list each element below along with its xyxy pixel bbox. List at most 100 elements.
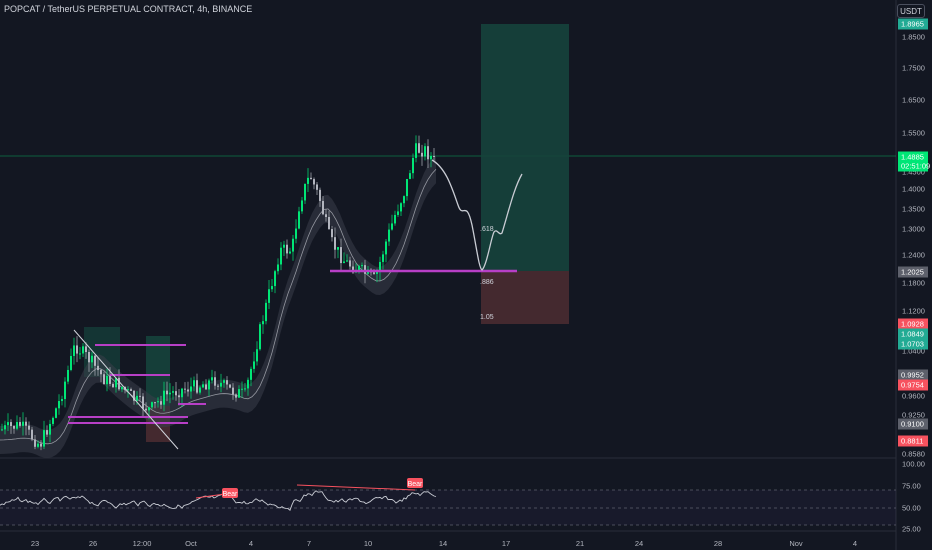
rsi-band-fill	[0, 490, 896, 525]
time-tick: 17	[501, 539, 511, 548]
ma-band-fill	[0, 155, 436, 458]
candle-body	[169, 392, 171, 395]
candle-body	[172, 391, 174, 393]
earlier-profit-zone-2	[146, 336, 170, 406]
candle-body	[325, 214, 327, 218]
time-tick: 28	[713, 539, 723, 548]
candle-body	[181, 388, 183, 398]
candle-body	[79, 353, 81, 355]
candle-body	[412, 157, 414, 174]
price-badge: 0.9100	[898, 418, 928, 430]
candle-body	[388, 229, 390, 242]
rsi-tick: 50.00	[902, 503, 921, 513]
price-badge: 0.9952	[898, 369, 928, 381]
candle-body	[349, 260, 351, 267]
candle-body	[136, 395, 138, 401]
price-tick: 1.5500	[902, 128, 925, 138]
candle-body	[184, 388, 186, 390]
support-levels	[68, 269, 517, 424]
price-tick: 1.8500	[902, 32, 925, 42]
candle-body	[379, 261, 381, 272]
candle-body	[91, 355, 93, 363]
candle-body	[94, 355, 96, 366]
price-tick: 1.1800	[902, 278, 925, 288]
candle-body	[424, 146, 426, 157]
candle-body	[298, 211, 300, 229]
price-tick: 1.0400	[902, 346, 925, 356]
candle-body	[277, 264, 279, 272]
candle-body	[289, 251, 291, 254]
candle-body	[133, 390, 135, 401]
candle-body	[430, 155, 432, 160]
price-tick: 1.2400	[902, 250, 925, 260]
candle-body	[121, 386, 123, 390]
candle-body	[331, 229, 333, 238]
candle-body	[220, 382, 222, 387]
candle-body	[241, 388, 243, 390]
time-tick: 7	[306, 539, 312, 548]
currency-selector[interactable]: USDT	[897, 4, 925, 18]
candle-body	[304, 183, 306, 201]
candle-body	[196, 380, 198, 393]
time-tick: 12:00	[132, 539, 152, 548]
candle-body	[118, 377, 120, 390]
candle-body	[67, 369, 69, 382]
candle-body	[88, 352, 90, 363]
candle-body	[217, 385, 219, 387]
candle-body	[250, 368, 252, 380]
candle-body	[373, 272, 375, 274]
candle-body	[73, 345, 75, 356]
candle-body	[262, 321, 264, 325]
price-tick: 1.6500	[902, 95, 925, 105]
candle-body	[211, 377, 213, 381]
fib-label-886: .886	[480, 279, 494, 286]
price-badge: 0.9754	[898, 379, 928, 391]
candle-body	[397, 211, 399, 215]
candle-body	[193, 380, 195, 387]
candle-body	[190, 386, 192, 392]
candle-body	[334, 237, 336, 250]
candle-body	[37, 443, 39, 447]
candle-body	[166, 390, 168, 395]
time-tick: Nov	[789, 539, 803, 548]
candle-body	[19, 422, 21, 426]
time-tick: 14	[438, 539, 448, 548]
candle-body	[415, 143, 417, 158]
candle-body	[154, 402, 156, 404]
price-tick: 1.7500	[902, 63, 925, 73]
fib-label-618: .618	[480, 226, 494, 233]
candle-body	[394, 214, 396, 224]
candle-body	[52, 417, 54, 424]
price-badge-last: 1.4885	[898, 151, 928, 163]
candle-body	[322, 200, 324, 215]
svg-text:Bear: Bear	[223, 491, 238, 498]
candle-body	[256, 349, 258, 362]
rsi-line	[0, 490, 437, 511]
price-badge: 0.8811	[898, 435, 928, 447]
fib-label-105: 1.05	[480, 314, 494, 321]
time-tick: 10	[363, 539, 373, 548]
candle-body	[328, 217, 330, 230]
bear-label: Bear	[407, 478, 423, 488]
candle-body	[109, 375, 111, 384]
candle-body	[337, 247, 339, 250]
price-badge-entry: 1.2025	[898, 266, 928, 278]
candle-body	[235, 394, 237, 398]
candle-body	[139, 395, 141, 397]
candle-body	[55, 408, 57, 418]
candle-body	[64, 381, 66, 400]
trendline	[73, 329, 179, 450]
candle-body	[130, 389, 132, 391]
rsi-tick: 25.00	[902, 524, 921, 534]
projection-path	[431, 159, 523, 271]
divergence-line	[296, 484, 416, 491]
candle-body	[25, 421, 27, 426]
candle-body	[232, 387, 234, 395]
candle-body	[103, 374, 105, 385]
candle-body	[301, 200, 303, 212]
candle-body	[202, 384, 204, 388]
candle-body	[85, 346, 87, 353]
candle-body	[307, 177, 309, 184]
candlesticks	[1, 135, 435, 451]
